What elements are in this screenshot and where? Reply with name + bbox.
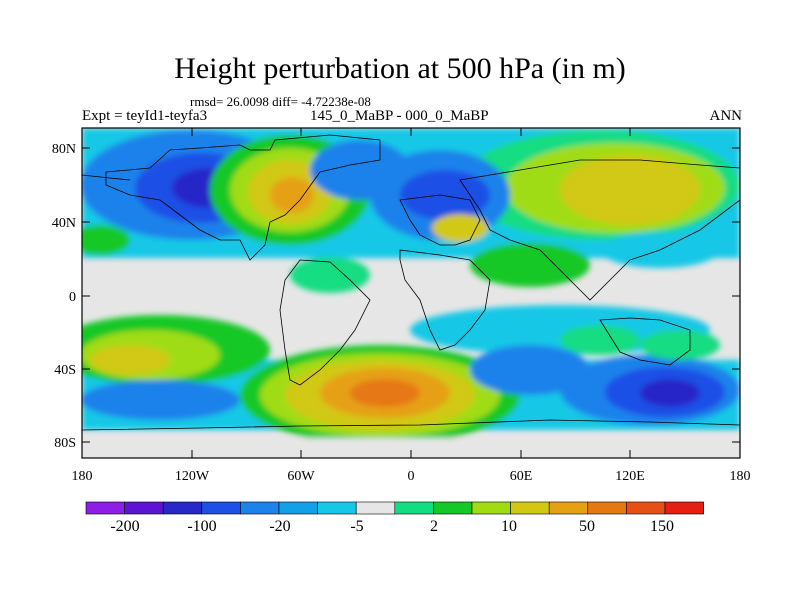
colorbar-label: -5 [350, 518, 363, 535]
lon-tick-label: 60W [287, 469, 315, 484]
colorbar-swatch [317, 501, 357, 515]
colorbar-swatch [587, 501, 627, 515]
colorbar-label: -200 [110, 518, 139, 535]
colorbar-label: 2 [430, 518, 438, 535]
colorbar-swatch [162, 501, 203, 515]
colorbar-label: -20 [269, 518, 290, 535]
lat-tick-label: 40N [52, 216, 76, 231]
lon-tick-label: 0 [408, 469, 415, 484]
colorbar-label: 50 [579, 518, 595, 535]
lat-tick-label: 40S [54, 363, 76, 378]
colorbar-swatch [394, 501, 434, 515]
colorbar-swatch [510, 501, 550, 515]
lon-tick-label: 180 [730, 469, 751, 484]
colorbar-label: 150 [650, 518, 674, 535]
contour-field [82, 128, 740, 458]
colorbar-swatch [124, 501, 164, 515]
season-label: ANN [709, 108, 743, 124]
lat-tick-label: 0 [69, 290, 76, 305]
lon-tick-label: 60E [510, 469, 533, 484]
lon-tick-label: 180 [72, 469, 93, 484]
lon-axis [191, 128, 631, 458]
stats-label: rmsd= 26.0098 diff= -4.72238e-08 [190, 94, 371, 109]
lon-tick-label: 120W [175, 469, 210, 484]
colorbar-swatch [626, 501, 666, 515]
colorbar-swatch [278, 501, 318, 515]
colorbar-swatch [240, 501, 280, 515]
colorbar-swatch [355, 501, 396, 515]
lat-tick-label: 80N [52, 142, 76, 157]
lat-axis [82, 147, 740, 443]
map-title: Height perturbation at 500 hPa (in m) [174, 52, 626, 85]
lon-tick-label: 120E [615, 469, 645, 484]
lat-tick-label: 80S [54, 436, 76, 451]
colorbar [85, 501, 704, 515]
colorbar-label: -100 [187, 518, 216, 535]
coastline-overlay [82, 134, 740, 431]
colorbar-swatch [201, 501, 241, 515]
colorbar-swatch [471, 501, 511, 515]
colorbar-swatch [85, 501, 125, 515]
colorbar-swatch [548, 501, 589, 515]
colorbar-label: 10 [501, 518, 517, 535]
colorbar-swatch [433, 501, 473, 515]
case-label: 145_0_MaBP - 000_0_MaBP [310, 108, 489, 124]
colorbar-swatch [664, 501, 704, 515]
experiment-label: Expt = teyId1-teyfa3 [82, 108, 208, 124]
